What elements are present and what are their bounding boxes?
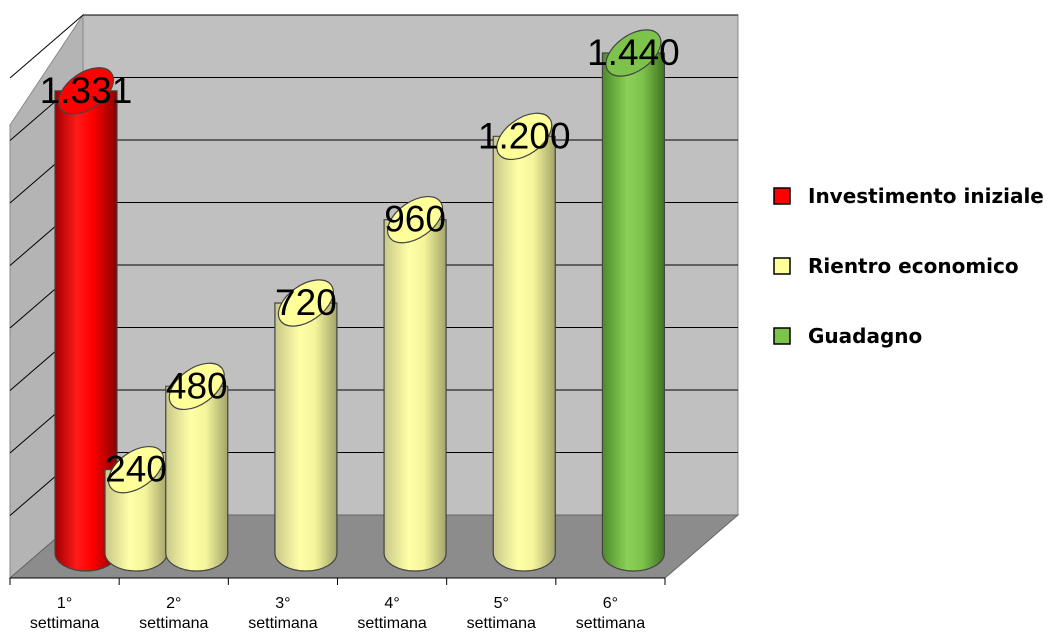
bar-body [492, 135, 556, 572]
legend-item: Investimento iniziale [773, 184, 1044, 208]
bar [104, 445, 168, 572]
bar-top [605, 29, 662, 77]
legend-label: Investimento iniziale [808, 184, 1044, 208]
bar-top [57, 67, 115, 115]
legend-label: Guadagno [808, 324, 922, 348]
x-tick-label: 5° settimana [467, 595, 536, 632]
legend-swatch [773, 187, 791, 205]
legend-item: Rientro economico [773, 254, 1019, 278]
bar-top [107, 445, 165, 494]
bar-body [601, 52, 666, 572]
x-tick-label: 2° settimana [139, 595, 208, 632]
data-label: 1.200 [478, 115, 571, 156]
data-label: 720 [275, 282, 337, 323]
bar [54, 67, 118, 572]
bar [492, 112, 556, 572]
data-label: 240 [105, 449, 167, 490]
bar-body [274, 302, 338, 572]
data-label: 1.440 [587, 32, 680, 73]
bar-body [165, 385, 229, 572]
x-tick-label: 3° settimana [248, 595, 317, 632]
bar [383, 195, 447, 572]
x-tick-label: 6° settimana [576, 595, 645, 632]
data-label: 1.331 [40, 70, 133, 111]
bar [274, 279, 338, 572]
bar-top [387, 195, 444, 244]
gridline-side [9, 14, 84, 79]
x-tick-label: 4° settimana [357, 595, 426, 632]
bar-top [496, 112, 553, 161]
bar-body [383, 219, 447, 572]
data-label: 480 [166, 365, 228, 406]
legend-swatch [773, 327, 791, 345]
bar-top [277, 279, 334, 327]
legend-swatch [773, 257, 791, 275]
data-label: 960 [384, 199, 446, 240]
legend-label: Rientro economico [808, 254, 1019, 278]
bar-top [168, 362, 225, 411]
x-tick-label: 1° settimana [30, 595, 99, 632]
bar [165, 362, 229, 572]
bar [601, 29, 666, 572]
legend-item: Guadagno [773, 324, 922, 348]
